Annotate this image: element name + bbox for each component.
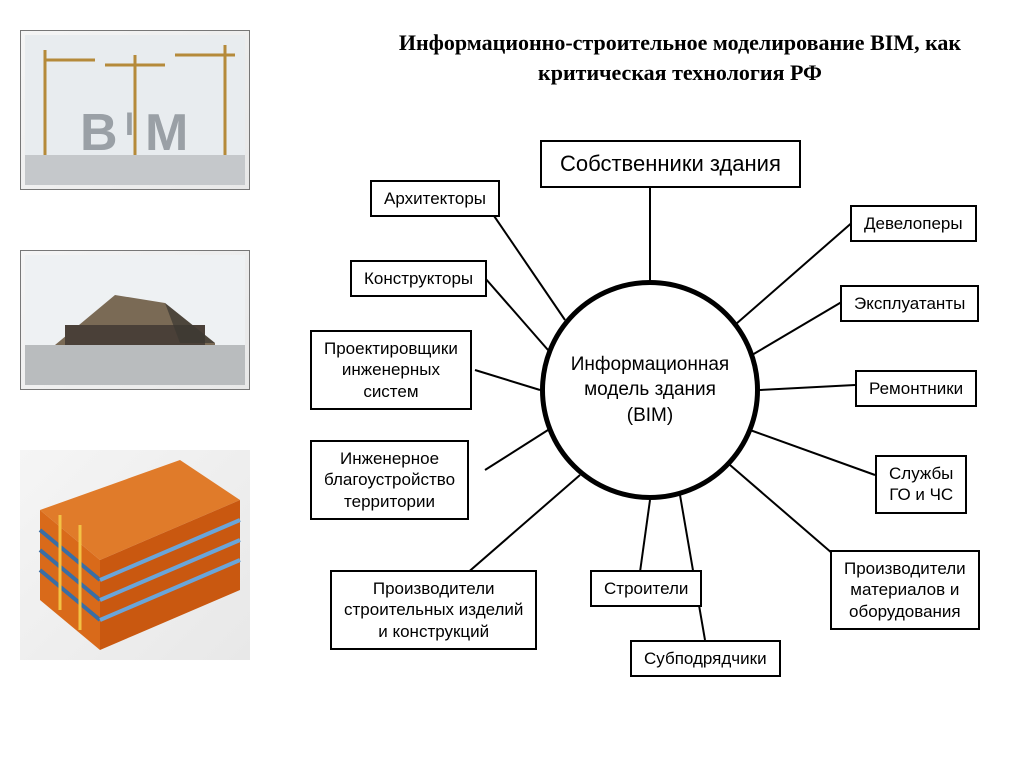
svg-text:M: M: [145, 104, 188, 162]
image-column: B I M: [20, 30, 270, 660]
node-architects: Архитекторы: [370, 180, 500, 217]
illustration-building: [20, 250, 250, 390]
node-owners: Собственники здания: [540, 140, 801, 188]
svg-text:B: B: [80, 104, 118, 162]
node-operators: Эксплуатанты: [840, 285, 979, 322]
node-builders: Строители: [590, 570, 702, 607]
svg-text:I: I: [125, 106, 134, 142]
illustration-cranes: B I M: [20, 30, 250, 190]
node-engdesign: Проектировщики инженерных систем: [310, 330, 472, 410]
node-emergency: Службы ГО и ЧС: [875, 455, 967, 514]
page-title: Информационно-строительное моделирование…: [360, 28, 1000, 87]
node-manufmat: Производители материалов и оборудования: [830, 550, 980, 630]
node-developers: Девелоперы: [850, 205, 977, 242]
bim-radial-diagram: Информационная модель здания (BIM) Собст…: [300, 120, 1020, 740]
node-landscaping: Инженерное благоустройство территории: [310, 440, 469, 520]
center-node: Информационная модель здания (BIM): [540, 280, 760, 500]
node-repair: Ремонтники: [855, 370, 977, 407]
node-constructors: Конструкторы: [350, 260, 487, 297]
node-manufprod: Производители строительных изделий и кон…: [330, 570, 537, 650]
illustration-bim-model: [20, 450, 250, 660]
node-subcontractors: Субподрядчики: [630, 640, 781, 677]
